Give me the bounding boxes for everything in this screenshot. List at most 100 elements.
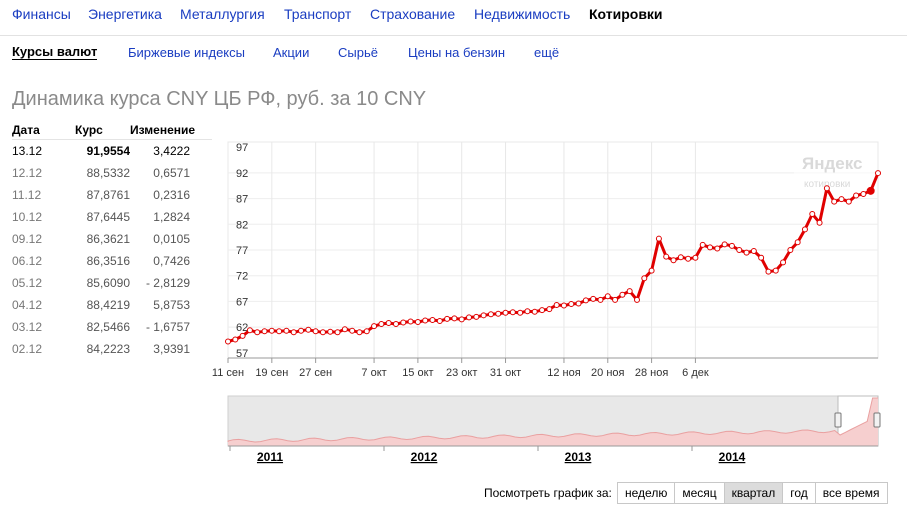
nav-insurance[interactable]: Страхование (370, 6, 456, 22)
nav-metallurgy[interactable]: Металлургия (180, 6, 265, 22)
navigator-year-label: 2012 (411, 450, 438, 464)
watermark-sub: котировки (804, 179, 850, 190)
x-tick-label: 28 ноя (635, 367, 668, 379)
data-point (699, 241, 706, 248)
data-point (670, 257, 677, 264)
data-point (677, 254, 684, 261)
row-rate: 84,2223 (86, 342, 130, 356)
rates-table: Дата Курс Изменение 13.12 91,9554 3,4222 1… (12, 120, 212, 360)
header-date: Дата (12, 123, 40, 137)
data-point (597, 296, 604, 303)
data-point (239, 332, 246, 339)
row-rate: 88,5332 (86, 166, 130, 180)
y-tick-label: 92 (236, 168, 248, 180)
header-change: Изменение (130, 123, 196, 137)
subnav-fuel-prices[interactable]: Цены на бензин (408, 45, 506, 60)
data-point (648, 267, 655, 274)
y-tick-label: 97 (236, 142, 248, 154)
x-axis: 11 сен 19 сен 27 сен 7 окт 15 окт 23 окт 31 ок… (212, 357, 878, 379)
data-point (334, 329, 341, 336)
page-title: Динамика курса CNY ЦБ РФ, руб. за 10 CNY (12, 88, 427, 110)
navigator-handle (873, 412, 881, 428)
data-point (736, 247, 743, 253)
nav-finance[interactable]: Финансы (12, 6, 71, 22)
row-change: 3,4222 (153, 144, 190, 158)
data-point (619, 291, 626, 298)
data-point (385, 320, 392, 327)
row-date: 04.12 (12, 298, 43, 312)
x-tick-label: 15 окт (402, 367, 433, 379)
data-point (392, 321, 399, 328)
x-tick-label: 20 ноя (591, 367, 624, 379)
data-point (509, 309, 516, 316)
y-tick-label: 72 (236, 271, 248, 283)
table-row: 11.12 87,8761 0,2316 (12, 184, 212, 206)
row-change: 0,0105 (153, 232, 190, 246)
data-point (612, 296, 619, 303)
data-point (780, 259, 787, 266)
data-point (254, 329, 261, 336)
data-point (539, 307, 546, 314)
row-rate: 85,6090 (86, 276, 130, 290)
row-date: 02.12 (12, 342, 43, 356)
table-row: 13.12 91,9554 3,4222 (12, 140, 212, 162)
data-point (458, 316, 465, 323)
row-change: 0,6571 (153, 166, 190, 180)
data-point (261, 328, 268, 335)
y-tick-label: 82 (236, 219, 248, 231)
subnav-stock-indices[interactable]: Биржевые индексы (128, 45, 245, 60)
data-point (626, 288, 633, 295)
row-date: 06.12 (12, 254, 43, 268)
row-date: 12.12 (12, 166, 43, 180)
data-point (531, 308, 538, 315)
period-label: Посмотреть график за: (484, 486, 612, 500)
data-point (816, 219, 823, 226)
data-point (232, 336, 239, 343)
data-point (349, 327, 356, 334)
period-year-button[interactable]: год (783, 483, 816, 503)
nav-energy[interactable]: Энергетика (88, 6, 162, 22)
data-point (502, 309, 509, 316)
row-rate: 87,8761 (86, 188, 130, 202)
data-point (866, 186, 875, 195)
nav-real-estate[interactable]: Недвижимость (474, 6, 571, 22)
data-point (758, 254, 765, 261)
period-all-button[interactable]: все время (815, 483, 887, 503)
data-point (436, 317, 443, 324)
data-point (655, 235, 662, 242)
rate-chart[interactable]: 97 92 87 82 77 72 67 62 57 11 сен 19 сен 27 сен 7 о… (0, 120, 907, 480)
period-week-button[interactable]: неделю (618, 483, 676, 503)
data-point (721, 241, 728, 248)
data-point (429, 316, 436, 323)
subnav-shares[interactable]: Акции (273, 45, 310, 60)
data-point (772, 267, 779, 274)
table-row: 04.12 88,4219 5,8753 (12, 294, 212, 316)
data-point (663, 253, 670, 260)
data-point (312, 328, 319, 335)
period-quarter-button[interactable]: квартал (724, 483, 784, 503)
navigator-year-label: 2011 (257, 450, 283, 464)
data-point (400, 319, 407, 326)
data-point (378, 321, 385, 328)
table-row: 03.12 82,5466 - 1,6757 (12, 316, 212, 338)
data-point (290, 329, 297, 336)
subnav-commodities[interactable]: Сырьё (338, 45, 378, 60)
row-rate: 91,9554 (86, 144, 130, 158)
y-tick-label: 57 (236, 348, 248, 360)
data-point (685, 255, 692, 262)
data-point (268, 327, 275, 334)
x-tick-label: 12 ноя (547, 367, 580, 379)
table-row: 06.12 86,3516 0,7426 (12, 250, 212, 272)
data-point (853, 192, 860, 199)
period-month-button[interactable]: месяц (675, 483, 725, 503)
nav-transport[interactable]: Транспорт (284, 6, 352, 22)
subnav-more[interactable]: ещё (534, 45, 560, 60)
data-point (743, 249, 750, 256)
subnav-currency-rates[interactable]: Курсы валют (12, 44, 98, 60)
data-point (305, 326, 312, 333)
data-point (414, 319, 421, 325)
x-tick-label: 19 сен (255, 367, 288, 379)
navigator-year-label: 2013 (565, 450, 592, 464)
data-point (560, 302, 567, 309)
nav-quotes[interactable]: Котировки (589, 6, 663, 22)
